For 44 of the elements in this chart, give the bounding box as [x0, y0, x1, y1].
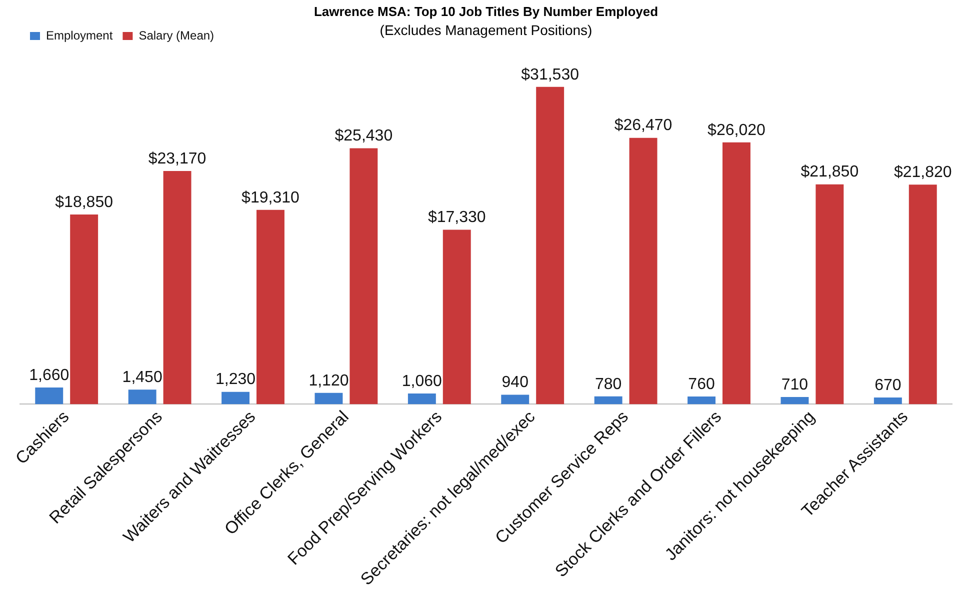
data-label: 670: [874, 376, 902, 394]
bar: [688, 396, 716, 404]
legend-label: Employment: [46, 28, 114, 42]
data-label: $31,530: [521, 66, 580, 84]
data-label: 1,450: [122, 369, 162, 386]
bar: [70, 214, 98, 404]
data-label: $23,170: [148, 150, 206, 168]
data-label: 760: [688, 376, 715, 393]
data-label: 1,060: [402, 372, 442, 390]
data-label: $21,820: [894, 164, 952, 182]
bar: [874, 397, 902, 404]
bar: [256, 210, 284, 404]
data-label: $17,330: [428, 209, 486, 226]
bar: [163, 171, 192, 404]
bar: [816, 184, 844, 404]
data-label: 710: [781, 376, 808, 394]
bar: [594, 396, 622, 404]
data-label: 940: [502, 374, 529, 392]
chart-subtitle: (Excludes Management Positions): [380, 22, 592, 38]
data-label: 1,120: [308, 372, 349, 390]
data-label: $26,020: [708, 122, 766, 139]
bar: [222, 392, 250, 404]
chart-title: Lawrence MSA: Top 10 Job Titles By Number Employed: [312, 4, 660, 19]
bar: [501, 394, 530, 404]
bar: [35, 387, 64, 404]
data-label: 780: [594, 376, 622, 393]
legend-label: Salary (Mean): [138, 28, 214, 42]
bar: [780, 397, 809, 404]
bar: [408, 394, 436, 404]
bar: [536, 86, 564, 404]
data-label: 1,660: [29, 366, 70, 384]
data-label: 1,230: [216, 371, 256, 388]
data-label: $21,850: [800, 164, 859, 181]
data-label: $19,310: [242, 189, 300, 206]
bar: [128, 390, 156, 404]
bar: [350, 148, 378, 404]
data-label: $18,850: [55, 194, 114, 211]
bar: [722, 142, 750, 404]
bar: [629, 138, 658, 404]
bar: [442, 230, 471, 404]
data-label: $25,430: [334, 128, 393, 145]
data-label: $26,470: [614, 117, 672, 134]
bar: [314, 392, 343, 404]
bar: [908, 184, 937, 404]
